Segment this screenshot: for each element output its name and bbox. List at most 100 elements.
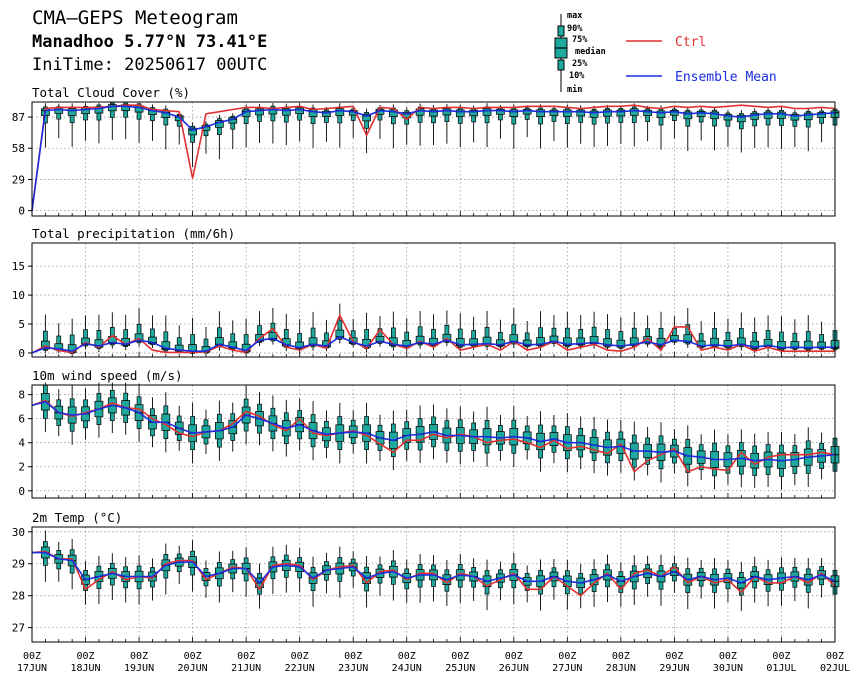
box-lower: [564, 345, 570, 348]
box-lower: [805, 584, 811, 593]
box-lower: [217, 578, 222, 587]
box-upper: [591, 569, 597, 575]
box-lower: [457, 579, 463, 588]
box-upper: [752, 332, 758, 342]
x-label-time: 00Z: [826, 651, 844, 662]
box-lower: [792, 580, 798, 588]
box-lower: [484, 115, 490, 124]
box-upper: [283, 554, 289, 561]
box-lower: [698, 116, 704, 123]
box-lower: [337, 573, 343, 582]
box-upper: [578, 573, 584, 579]
box-upper: [83, 570, 88, 576]
x-label-date: 28JUN: [606, 663, 636, 674]
box-upper: [217, 413, 222, 423]
box-lower: [96, 416, 102, 425]
init-time-label: IniTime: 20250617 00UTC: [32, 55, 268, 75]
legend-box-glyph: [554, 14, 568, 92]
box-lower: [297, 113, 303, 121]
box-lower: [230, 122, 236, 130]
box-upper: [83, 399, 88, 408]
box-upper: [83, 329, 88, 339]
box-lower: [819, 578, 824, 586]
y-tick-label: 15: [12, 260, 25, 273]
box-lower: [779, 582, 784, 591]
box-upper: [310, 414, 316, 423]
box-upper: [511, 419, 517, 429]
box-lower: [698, 580, 704, 587]
box-upper: [738, 442, 744, 451]
box-upper: [524, 573, 530, 578]
box-lower: [391, 345, 396, 348]
box-lower: [297, 431, 303, 440]
y-tick-label: 58: [12, 142, 25, 155]
box-lower: [564, 116, 570, 125]
box-lower: [631, 458, 637, 468]
x-label-time: 00Z: [291, 651, 309, 662]
box-lower: [752, 347, 758, 350]
box-lower: [203, 129, 209, 137]
box-upper: [631, 565, 637, 572]
box-lower: [591, 452, 597, 461]
box-lower: [150, 428, 155, 437]
box-lower: [792, 119, 798, 127]
box-lower: [471, 115, 476, 123]
box-upper: [712, 568, 717, 575]
box-lower: [752, 581, 758, 589]
box-upper: [645, 328, 650, 337]
x-label-time: 00Z: [130, 651, 148, 662]
ctrl-line-2: [31, 399, 836, 473]
box-upper: [631, 327, 637, 339]
box-lower: [364, 441, 369, 451]
box-lower: [96, 581, 102, 589]
box-lower: [792, 347, 798, 350]
box-upper: [551, 567, 557, 573]
box-upper: [524, 332, 530, 341]
y-tick-label: 5: [18, 318, 25, 331]
box-lower: [123, 345, 129, 347]
box-lower: [685, 342, 691, 345]
box-upper: [123, 392, 129, 401]
box-upper: [738, 572, 744, 579]
x-label-time: 00Z: [398, 651, 416, 662]
box-upper: [578, 428, 584, 436]
box-upper: [417, 564, 423, 571]
box-upper: [364, 416, 369, 426]
box-upper: [230, 559, 236, 565]
box-upper: [350, 558, 356, 564]
box-lower: [404, 117, 410, 125]
box-lower: [471, 580, 476, 588]
box-upper: [163, 331, 169, 343]
box-upper: [217, 327, 222, 339]
box-lower: [551, 115, 557, 122]
box-lower: [243, 116, 249, 124]
box-lower: [43, 409, 48, 419]
y-tick-label: 29: [12, 558, 25, 571]
box-lower: [645, 342, 650, 345]
box-lower: [96, 112, 102, 121]
box-upper: [631, 434, 637, 444]
box-lower: [471, 443, 476, 451]
box-lower: [484, 444, 490, 454]
box-upper: [524, 425, 530, 433]
box-upper: [591, 429, 597, 438]
box-upper: [431, 328, 436, 339]
box-upper: [484, 326, 490, 338]
box-lower: [738, 121, 744, 130]
box-upper: [150, 328, 155, 338]
box-lower: [658, 581, 664, 590]
box-lower: [337, 440, 343, 450]
box-lower: [203, 580, 209, 587]
box-lower: [605, 579, 610, 588]
box-upper: [243, 398, 249, 408]
box-lower: [725, 119, 731, 127]
box-upper: [364, 329, 369, 340]
box-lower: [350, 343, 356, 345]
box-body: [629, 108, 639, 116]
box-lower: [672, 575, 677, 582]
x-label-time: 00Z: [344, 651, 362, 662]
box-upper: [645, 564, 650, 570]
box-lower: [672, 114, 677, 121]
box-lower: [765, 584, 771, 592]
box-upper: [498, 425, 503, 432]
